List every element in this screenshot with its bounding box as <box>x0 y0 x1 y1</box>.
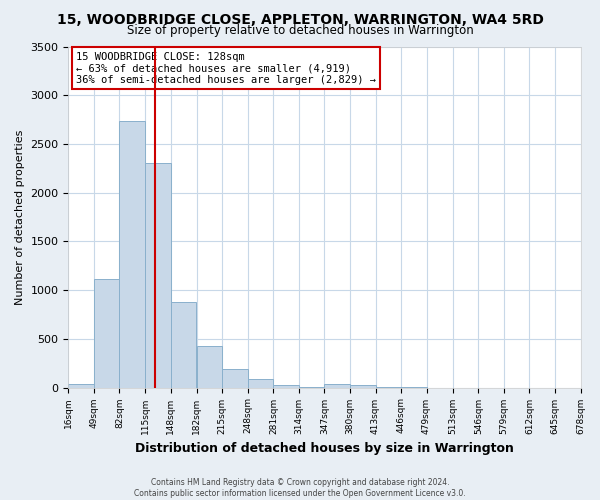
Bar <box>68 384 94 388</box>
X-axis label: Distribution of detached houses by size in Warrington: Distribution of detached houses by size … <box>135 442 514 455</box>
Text: 15, WOODBRIDGE CLOSE, APPLETON, WARRINGTON, WA4 5RD: 15, WOODBRIDGE CLOSE, APPLETON, WARRINGT… <box>56 12 544 26</box>
Bar <box>325 384 350 388</box>
Bar <box>197 346 223 388</box>
Y-axis label: Number of detached properties: Number of detached properties <box>15 130 25 304</box>
Bar <box>274 384 299 388</box>
Bar <box>248 379 274 388</box>
Text: Size of property relative to detached houses in Warrington: Size of property relative to detached ho… <box>127 24 473 37</box>
Bar <box>350 384 376 388</box>
Bar <box>145 164 170 388</box>
Bar <box>223 369 248 388</box>
Bar <box>94 280 119 388</box>
Bar <box>376 386 401 388</box>
Bar <box>170 302 196 388</box>
Text: 15 WOODBRIDGE CLOSE: 128sqm
← 63% of detached houses are smaller (4,919)
36% of : 15 WOODBRIDGE CLOSE: 128sqm ← 63% of det… <box>76 52 376 85</box>
Text: Contains HM Land Registry data © Crown copyright and database right 2024.
Contai: Contains HM Land Registry data © Crown c… <box>134 478 466 498</box>
Bar <box>119 120 145 388</box>
